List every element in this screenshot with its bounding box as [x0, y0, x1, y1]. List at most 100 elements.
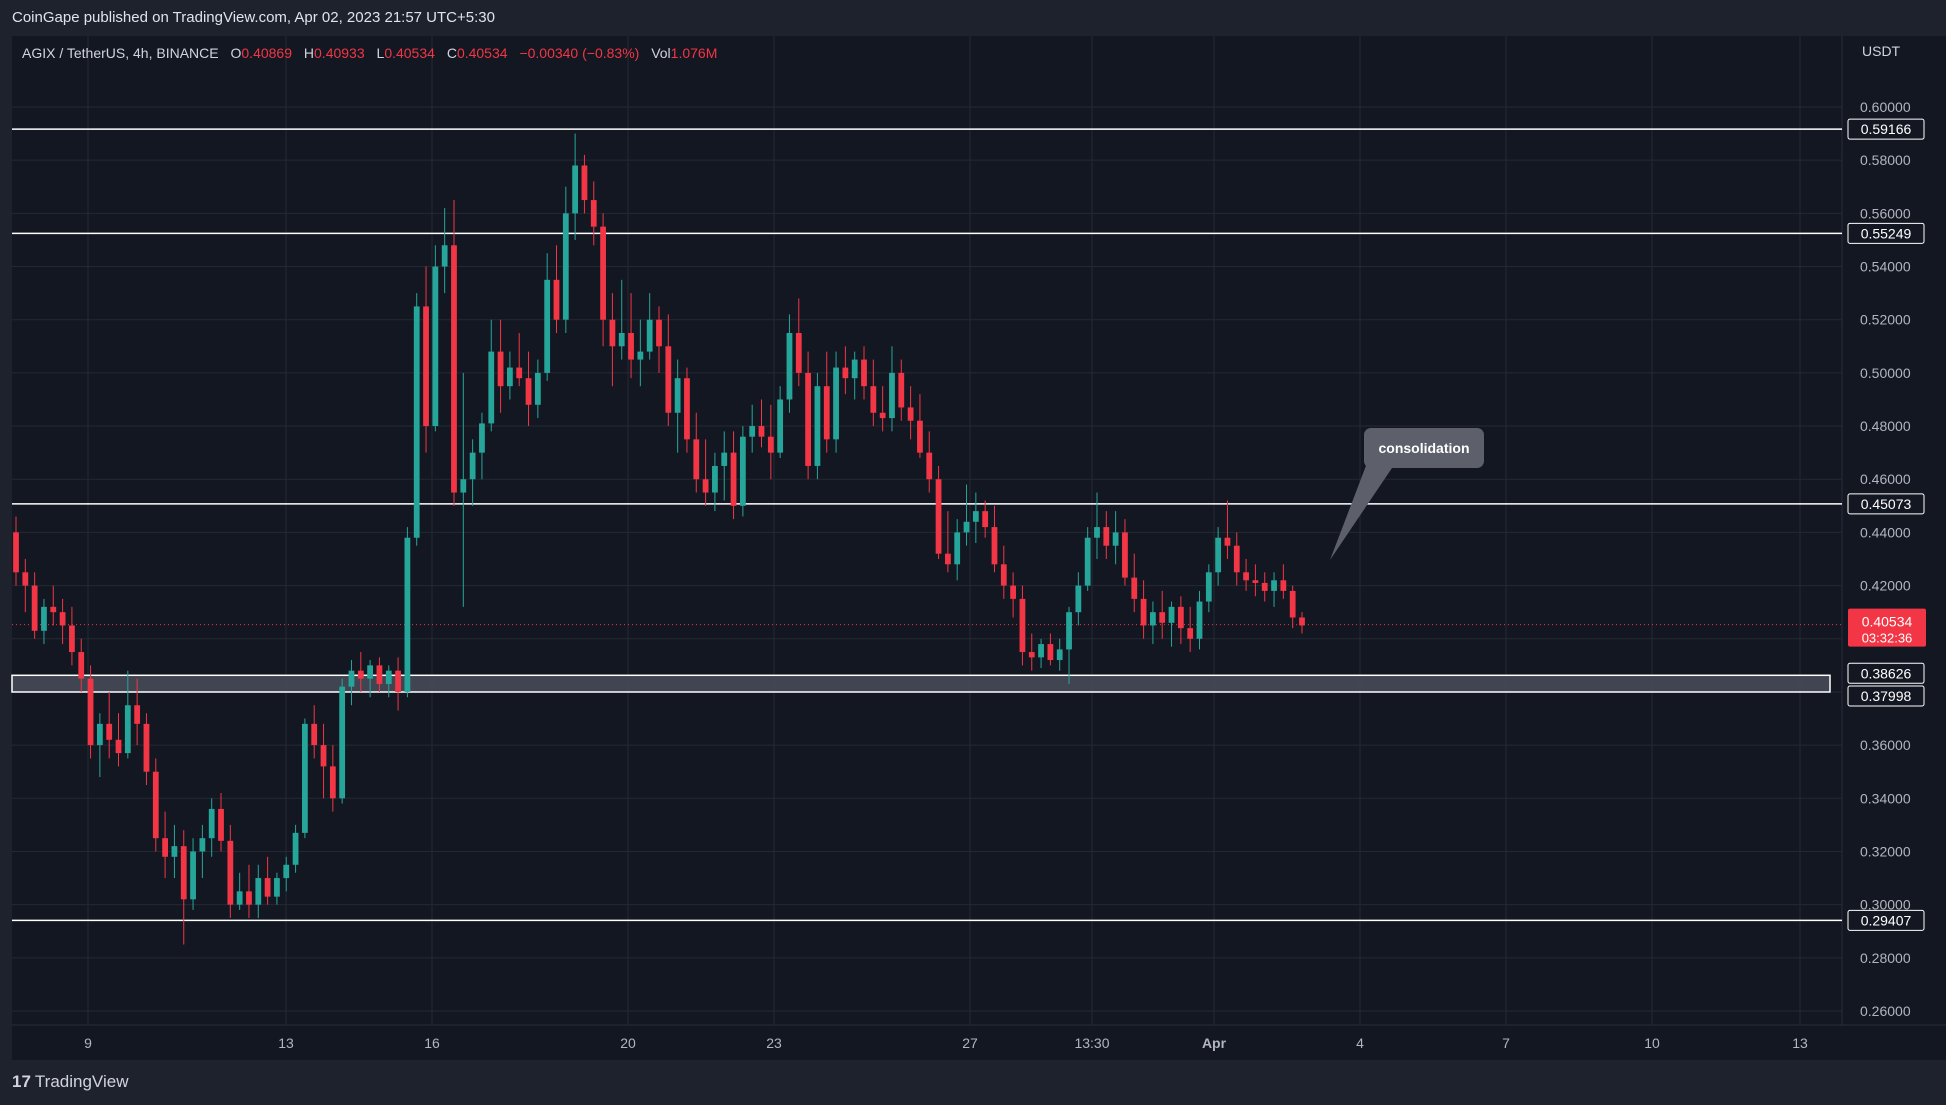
- candle-body: [907, 407, 914, 421]
- candle-body: [1140, 598, 1147, 626]
- candle-body: [1261, 582, 1268, 591]
- legend-high: 0.40933: [314, 45, 365, 61]
- countdown-label: 03:32:36: [1862, 631, 1913, 646]
- y-tick-label: 0.46000: [1860, 471, 1911, 487]
- x-tick-label: 10: [1644, 1035, 1660, 1051]
- candle-body: [721, 452, 728, 466]
- candle-body: [106, 723, 113, 740]
- y-tick-label: 0.56000: [1860, 205, 1911, 221]
- candle-body: [115, 739, 122, 754]
- candle-body: [926, 452, 933, 480]
- candle-body: [656, 319, 662, 347]
- candle-body: [1056, 649, 1063, 661]
- candle-body: [665, 346, 672, 413]
- candle-body: [1271, 580, 1277, 591]
- candle-body: [339, 686, 346, 799]
- candle-body: [1131, 577, 1138, 599]
- candle-body: [13, 532, 19, 573]
- publisher-text: CoinGape published on TradingView.com, A…: [12, 9, 495, 26]
- time-axis[interactable]: 9 13 16 20 23 27 13:30 Apr 4 7 10 13: [84, 1035, 1808, 1051]
- candle-body: [190, 851, 196, 900]
- candle-body: [50, 606, 57, 613]
- candle-body: [1233, 545, 1240, 573]
- y-tick-label: 0.36000: [1860, 737, 1911, 753]
- zone-band: [11, 674, 1831, 693]
- candle-body: [1215, 537, 1222, 573]
- candle-body: [898, 372, 905, 408]
- tradingview-brand: TradingView: [34, 1072, 129, 1091]
- candle-body: [1084, 537, 1091, 586]
- y-tick-label: 0.26000: [1860, 1003, 1911, 1019]
- level-label: 0.45073: [1861, 496, 1912, 512]
- candle-body: [1289, 590, 1296, 618]
- candle-body: [311, 723, 318, 746]
- candle-body: [590, 200, 597, 227]
- level-label-box: [1847, 118, 1925, 140]
- candle-body: [385, 670, 392, 684]
- candle-body: [124, 705, 131, 754]
- x-tick-label: 20: [620, 1035, 636, 1051]
- candle-body: [1094, 527, 1100, 538]
- candle-body: [208, 808, 215, 839]
- level-label-box: [1847, 222, 1925, 244]
- y-tick-label: 0.44000: [1860, 524, 1911, 540]
- candle-body: [1159, 612, 1166, 623]
- y-tick-label: 0.34000: [1860, 790, 1911, 806]
- x-tick-label: 13: [1792, 1035, 1808, 1051]
- y-tick-label: 0.60000: [1860, 99, 1911, 115]
- level-label: 0.55249: [1861, 225, 1912, 241]
- candle-body: [246, 891, 252, 905]
- candle-body: [646, 319, 653, 352]
- candle-body: [534, 372, 541, 405]
- y-tick-label: 0.50000: [1860, 365, 1911, 381]
- candle-body: [562, 213, 569, 320]
- candle-body: [488, 351, 495, 424]
- candle-body: [1103, 527, 1110, 546]
- zone-upper-label-box: [1847, 662, 1925, 684]
- candle-body: [451, 245, 457, 493]
- candle-body: [1066, 612, 1072, 650]
- candle-body: [348, 670, 355, 687]
- candle-body: [739, 436, 746, 506]
- candle-body: [413, 306, 420, 538]
- candle-body: [31, 585, 38, 631]
- level-label: 0.59166: [1861, 121, 1912, 137]
- candle-body: [833, 367, 839, 440]
- zone-lower-label-box: [1847, 685, 1925, 707]
- candle-body: [637, 351, 644, 360]
- candle-body: [1168, 606, 1175, 623]
- candle-body: [954, 532, 961, 565]
- candle-body: [1047, 644, 1054, 661]
- zone-lower-label: 0.37998: [1861, 688, 1912, 704]
- y-tick-label: 0.30000: [1860, 897, 1911, 913]
- candle-body: [674, 378, 681, 413]
- candle-body: [87, 678, 94, 746]
- consolidation-callout[interactable]: consolidation: [1330, 428, 1484, 560]
- tradingview-logo[interactable]: 17 TradingView: [12, 1072, 128, 1092]
- level-label-box: [1847, 493, 1925, 515]
- candle-body: [1224, 537, 1231, 546]
- chart-background: [12, 36, 1842, 1060]
- candle-body: [889, 372, 895, 419]
- candle-body: [870, 386, 877, 413]
- x-tick-label: 16: [424, 1035, 440, 1051]
- candle-body: [1028, 652, 1035, 658]
- candle-body: [469, 452, 476, 480]
- candle-body: [730, 452, 737, 506]
- candle-body: [441, 245, 448, 267]
- candle-body: [1243, 572, 1249, 581]
- candle-body: [749, 426, 756, 437]
- candle-body: [684, 378, 690, 440]
- candle-body: [320, 745, 327, 767]
- candle-body: [329, 766, 336, 799]
- candle-body: [180, 846, 187, 900]
- x-tick-label: Apr: [1202, 1035, 1227, 1051]
- candle-body: [963, 521, 970, 533]
- candle-body: [851, 359, 858, 379]
- price-axis[interactable]: 0.60000 0.58000 0.56000 0.54000 0.52000 0.500…: [1847, 99, 1926, 1019]
- y-tick-label: 0.52000: [1860, 312, 1911, 328]
- candle-body: [972, 511, 979, 522]
- legend-low: 0.40534: [384, 45, 435, 61]
- publisher-bar: CoinGape published on TradingView.com, A…: [0, 0, 1946, 36]
